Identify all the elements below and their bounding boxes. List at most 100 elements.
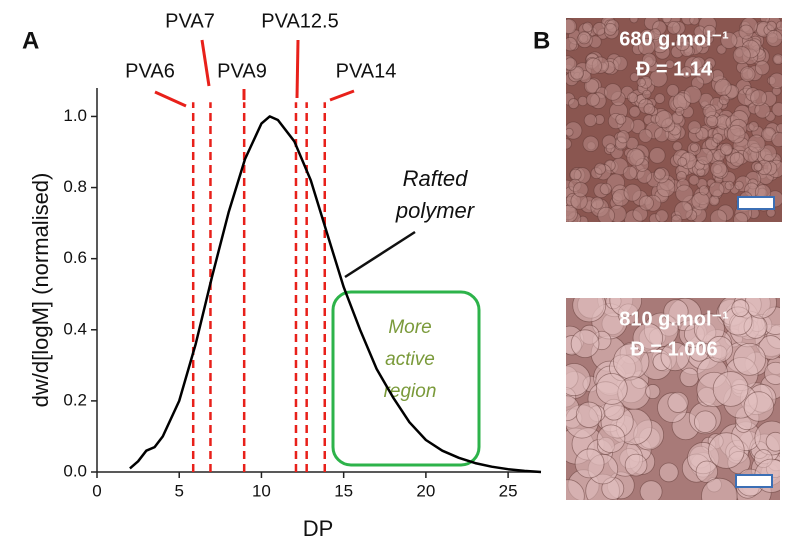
cell [566,138,572,150]
annotation: polymer [395,198,476,223]
cell [670,214,683,222]
cell [623,183,642,202]
cell [654,93,666,104]
x-tick-label: 20 [416,481,435,500]
y-tick-label: 0.0 [63,461,87,480]
cell [691,192,710,211]
cell [738,24,754,40]
annotation: region [384,381,437,402]
annotation: More [388,317,431,338]
cell [638,128,653,143]
cell [739,66,756,82]
cell [733,212,748,222]
micrographs: 680 g.mol⁻¹ Đ = 1.14 810 g.mol⁻¹ Đ = 1.006 [566,18,782,500]
cell [776,123,782,134]
cell [714,78,732,97]
cell [566,57,578,71]
molar-mass: 810 g.mol⁻¹ [619,308,729,330]
region-box [331,290,481,467]
cell [566,18,577,35]
cell [718,94,730,106]
cell [566,204,578,222]
cell [572,298,607,323]
cell [661,18,672,24]
cell [645,384,661,400]
panel-label: B [533,27,550,54]
cell [695,460,719,483]
cell [638,195,654,211]
cell [666,84,680,97]
panel-label: A [22,27,39,54]
cell [708,181,725,198]
cell [566,36,578,52]
cell [566,395,580,422]
reference-label: PVA9 [217,60,267,82]
cell [655,110,674,129]
cell [744,298,777,319]
cell [712,371,749,407]
y-axis-label: dw/d[logM] (normalised) [28,173,53,408]
cell [594,162,607,175]
cell [720,142,733,156]
cell [696,147,714,165]
scale-bar [737,196,775,210]
cell [569,168,582,181]
cell [765,30,782,47]
label-pointer [200,39,211,87]
cell [577,31,591,45]
cell [642,89,652,99]
reference-label: PVA7 [165,10,215,32]
cell [748,121,759,132]
cell [733,342,766,376]
cell [604,22,617,36]
cell [677,157,688,167]
cell [709,209,728,222]
cell [605,143,616,153]
cell [649,28,661,41]
cell [689,18,700,26]
cell [632,322,664,354]
cell [729,152,745,167]
cell [629,18,639,24]
cell [659,462,679,483]
cell [683,85,702,104]
reference-label: PVA6 [125,60,175,82]
cell [604,83,622,101]
label-pointer [154,90,187,108]
cell [759,144,777,162]
y-tick-label: 0.8 [63,177,87,196]
cell [754,60,770,76]
scale-bar [735,474,773,488]
cell [566,363,591,397]
cell [724,180,735,191]
cell [689,143,699,153]
cell [590,196,604,210]
x-axis-label: DP [303,516,334,541]
cell [675,36,690,52]
cell [592,22,607,36]
cell [702,24,717,39]
cell [655,209,669,222]
label-pointer [295,39,300,99]
y-tick-label: 0.6 [63,248,87,267]
cell [582,135,599,152]
cell [596,424,626,453]
cell [687,120,702,134]
cell [675,184,694,203]
molar-mass: 680 g.mol⁻¹ [619,28,729,50]
reference-label: PVA14 [336,60,397,82]
cell [701,477,738,500]
cell [609,298,643,317]
cell [585,92,600,107]
cell [710,160,728,178]
cell [706,335,733,363]
micrograph-texture [566,298,780,500]
cell [572,181,589,198]
cell [599,182,612,196]
cell [636,77,646,88]
x-tick-label: 25 [499,481,518,500]
cell [597,206,615,222]
cell [566,127,574,137]
cell [674,201,693,220]
